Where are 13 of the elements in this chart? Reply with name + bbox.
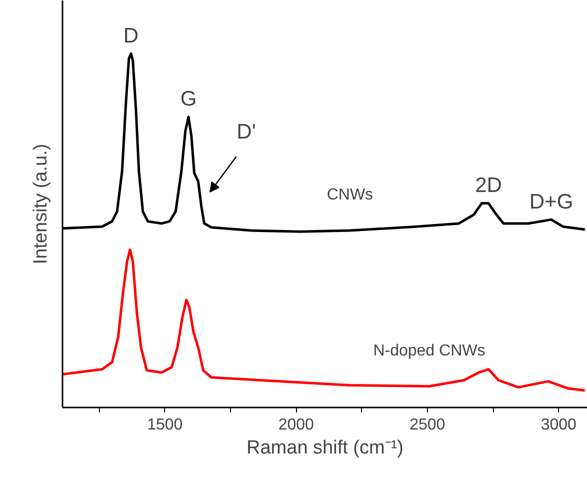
annotation: D' bbox=[236, 120, 256, 144]
x-tick-label: 3000 bbox=[540, 416, 577, 434]
annotation: CNWs bbox=[326, 186, 374, 204]
annotation: G bbox=[180, 88, 197, 111]
annotation: D bbox=[123, 24, 139, 48]
x-tick-label: 1500 bbox=[147, 416, 183, 434]
x-tick-label: 2500 bbox=[410, 416, 446, 434]
x-axis-title: Raman shift (cm⁻¹) bbox=[246, 438, 404, 458]
annotation: 2D bbox=[475, 174, 502, 198]
annotation: N-doped CNWs bbox=[373, 342, 486, 360]
x-tick-label: 2000 bbox=[278, 416, 314, 434]
y-axis-title: Intensity (a.u.) bbox=[30, 144, 52, 264]
annotation: D+G bbox=[529, 190, 574, 214]
